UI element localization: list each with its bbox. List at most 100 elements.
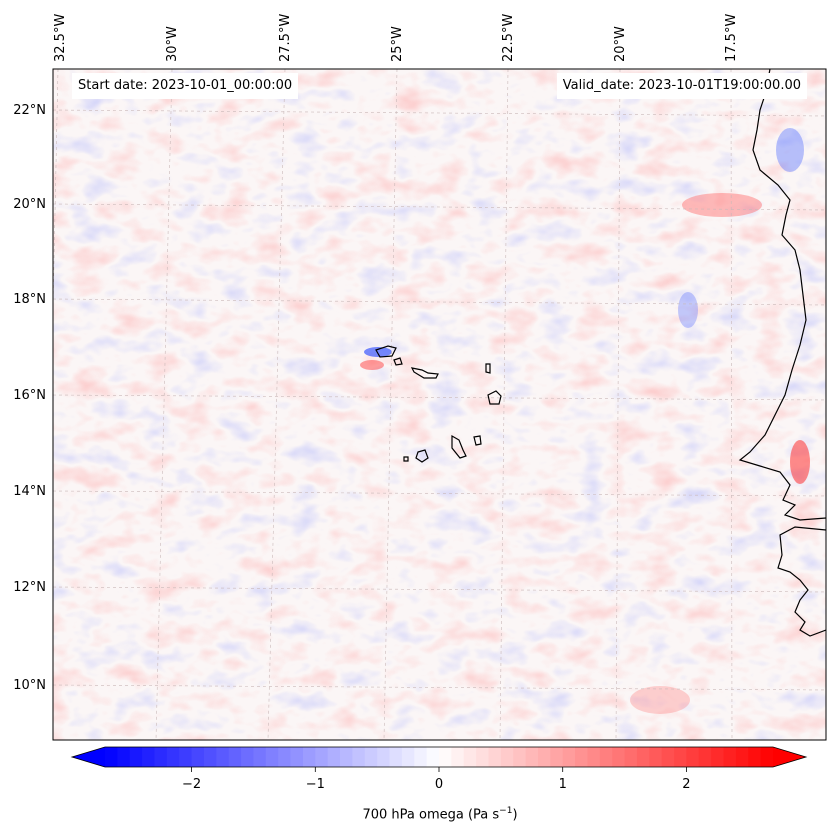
lat-tick-label: 16°N	[13, 388, 46, 403]
colorbar-bin	[735, 747, 749, 767]
colorbar-tick-label: 1	[559, 777, 567, 792]
colorbar-bin	[575, 747, 588, 767]
colorbar-label-close: )	[512, 807, 518, 823]
valid-date-label: Valid_date: 2023-10-01T19:00:00.00	[556, 73, 807, 99]
colorbar-bin	[414, 747, 428, 767]
colorbar-bin	[636, 747, 650, 767]
africa-coastline-south	[777, 526, 826, 637]
map-panel: 32.5°W 30°W 27.5°W 25°W 22.5°W 20°W 17.5°W 22°…	[13, 14, 827, 741]
lat-tick-label: 10°N	[13, 678, 46, 693]
colorbar-bin	[587, 747, 601, 767]
colorbar-bin	[562, 747, 576, 767]
colorbar-bin	[463, 747, 477, 767]
updraft-feature-2	[790, 440, 810, 484]
updraft-feature-3	[360, 360, 384, 370]
colorbar-bin	[748, 747, 762, 767]
colorbar-bin	[525, 747, 539, 767]
lat-tick-label: 18°N	[13, 292, 46, 307]
gridline-lat-16	[53, 394, 826, 401]
colorbar-bin	[426, 747, 440, 767]
colorbar-bin	[513, 747, 526, 767]
colorbar-bin	[698, 747, 712, 767]
downdraft-feature-1	[364, 347, 392, 357]
africa-coastline	[738, 69, 826, 521]
lat-tick-label: 22°N	[13, 103, 46, 118]
colorbar-bin	[340, 747, 353, 767]
colorbar-bin	[302, 747, 316, 767]
lon-tick-label: 27.5°W	[278, 14, 293, 62]
downdraft-feature-2	[776, 128, 804, 172]
colorbar-bin	[216, 747, 230, 767]
colorbar-extend-max	[773, 747, 806, 767]
lon-tick-label: 32.5°W	[53, 14, 68, 62]
gridline-lat-10	[53, 684, 826, 691]
colorbar-bin	[154, 747, 168, 767]
colorbar-bin	[661, 747, 675, 767]
updraft-feature-1	[682, 193, 762, 217]
colorbar-bin	[265, 747, 279, 767]
colorbar-bin	[203, 747, 217, 767]
cape-verde-sao-nicolau	[410, 367, 439, 379]
gridline-lon-25	[383, 69, 398, 740]
longitude-tick-labels: 32.5°W 30°W 27.5°W 25°W 22.5°W 20°W 17.5°W	[53, 14, 739, 62]
cape-verde-fogo	[415, 449, 429, 463]
cape-verde-sal	[485, 363, 491, 374]
colorbar-bin	[686, 747, 700, 767]
colorbar-bins	[105, 747, 774, 767]
lat-tick-label: 20°N	[13, 197, 46, 212]
lat-tick-label: 12°N	[13, 580, 46, 595]
gridline-lat-18	[53, 298, 826, 306]
colorbar-label-exponent: −1	[499, 806, 513, 816]
colorbar-bin	[166, 747, 180, 767]
colorbar-bin	[723, 747, 737, 767]
downdraft-feature-3	[678, 292, 698, 328]
colorbar-tick-label: 0	[435, 777, 443, 792]
cape-verde-santiago	[451, 434, 467, 459]
gridline-lon-27-5	[267, 69, 286, 740]
colorbar-bin	[711, 747, 724, 767]
gridline-lon-20	[615, 69, 621, 740]
gridline-lat-20	[53, 203, 826, 211]
colorbar-bin	[537, 747, 551, 767]
lat-tick-label: 14°N	[13, 484, 46, 499]
colorbar-ticks: −2 −1 0 1 2	[182, 767, 691, 792]
lon-tick-label: 22.5°W	[501, 14, 516, 62]
lon-tick-label: 20°W	[613, 26, 628, 62]
colorbar-tick-label: −1	[306, 777, 325, 792]
graticule	[53, 69, 826, 740]
map-frame	[52, 68, 827, 741]
cape-verde-boa-vista	[487, 390, 502, 405]
gridline-lon-22-5	[499, 69, 509, 740]
colorbar-bin	[364, 747, 378, 767]
colorbar-bin	[142, 747, 155, 767]
colorbar-tick-label: 2	[682, 777, 690, 792]
updraft-feature-4	[630, 686, 690, 714]
gridline-lon-30	[155, 69, 173, 740]
colorbar-bin	[290, 747, 304, 767]
colorbar-bin	[191, 747, 205, 767]
colorbar-tick-label: −2	[182, 777, 201, 792]
colorbar-bin	[674, 747, 687, 767]
gridline-lat-14	[53, 490, 826, 497]
colorbar-bin	[389, 747, 403, 767]
lon-tick-label: 30°W	[165, 26, 180, 62]
colorbar-bin	[129, 747, 143, 767]
lon-tick-label: 17.5°W	[724, 14, 739, 62]
colorbar-outline	[70, 746, 808, 768]
cape-verde-sao-vicente	[393, 357, 403, 366]
colorbar-bin	[550, 747, 564, 767]
colorbar-extend-min	[72, 747, 105, 767]
colorbar-bin	[241, 747, 254, 767]
gridline-lat-12	[53, 586, 826, 593]
colorbar-label-text: 700 hPa omega (Pa s	[362, 807, 500, 823]
colorbar-bin	[253, 747, 267, 767]
colorbar-bin	[649, 747, 663, 767]
colorbar-bin	[599, 747, 613, 767]
colorbar-bin	[179, 747, 192, 767]
colorbar-bin	[105, 747, 118, 767]
gridline-lon-17-5	[730, 69, 733, 740]
colorbar-bin	[500, 747, 514, 767]
colorbar-bin	[439, 747, 452, 767]
colorbar-bin	[401, 747, 415, 767]
